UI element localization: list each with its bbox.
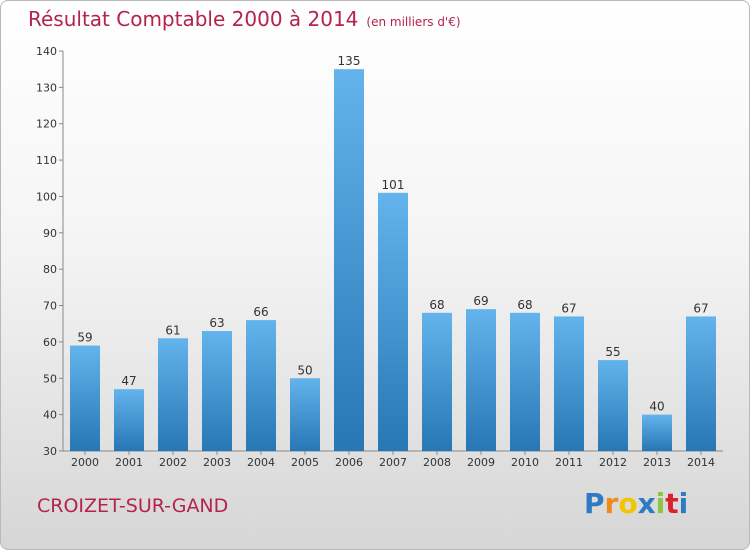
bar <box>334 69 364 451</box>
data-label: 59 <box>77 331 92 345</box>
x-tick-label: 2003 <box>203 456 231 469</box>
x-tick-label: 2013 <box>643 456 671 469</box>
bar <box>510 312 540 451</box>
x-tick-label: 2010 <box>511 456 539 469</box>
logo-letter: o <box>618 487 638 520</box>
bar <box>554 316 584 451</box>
bar <box>290 378 320 451</box>
bar <box>114 389 144 451</box>
y-tick-label: 110 <box>36 154 57 167</box>
x-tick-label: 2011 <box>555 456 583 469</box>
logo-letter: t <box>665 487 679 520</box>
data-label: 69 <box>473 294 488 308</box>
x-tick-label: 2012 <box>599 456 627 469</box>
bar <box>598 360 628 451</box>
y-tick-label: 60 <box>43 336 57 349</box>
y-tick-label: 130 <box>36 81 57 94</box>
y-tick-label: 50 <box>43 372 57 385</box>
bar <box>686 316 716 451</box>
data-label: 68 <box>429 298 444 312</box>
x-tick-label: 2004 <box>247 456 275 469</box>
x-tick-label: 2014 <box>687 456 715 469</box>
logo-letter: i <box>655 487 666 520</box>
x-tick-label: 2006 <box>335 456 363 469</box>
y-tick-label: 70 <box>43 300 57 313</box>
x-axis: 2000 2001 2002 2003 2004 2005 2006 2007 2008 2009… <box>63 450 723 469</box>
logo-letter: i <box>678 487 689 520</box>
y-tick-label: 90 <box>43 227 57 240</box>
y-tick-label: 140 <box>36 45 57 58</box>
data-label: 67 <box>561 301 576 315</box>
bar <box>158 338 188 451</box>
data-label: 40 <box>649 400 664 414</box>
bar <box>202 331 232 451</box>
data-label: 63 <box>209 316 224 330</box>
place-name: CROIZET-SUR-GAND <box>37 495 229 517</box>
data-label: 61 <box>165 323 180 337</box>
bar <box>642 414 672 451</box>
chart-title: Résultat Comptable 2000 à 2014 <box>28 7 359 31</box>
bars <box>70 69 716 451</box>
bar <box>246 320 276 451</box>
chart-subtitle: (en milliers d'€) <box>366 15 461 29</box>
x-tick-label: 2005 <box>291 456 319 469</box>
title-block: Résultat Comptable 2000 à 2014 (en millie… <box>28 7 461 31</box>
bar <box>378 192 408 451</box>
data-labels: 59 47 61 63 66 50 135 101 68 69 68 67 55 40 67 <box>77 54 708 413</box>
data-label: 55 <box>605 345 620 359</box>
y-tick-label: 40 <box>43 409 57 422</box>
x-tick-label: 2002 <box>159 456 187 469</box>
bar <box>466 309 496 451</box>
x-tick-label: 2007 <box>379 456 407 469</box>
y-tick-label: 30 <box>43 445 57 458</box>
x-tick-label: 2009 <box>467 456 495 469</box>
data-label: 101 <box>382 178 405 192</box>
proxiti-logo[interactable]: Proxiti <box>584 487 688 520</box>
logo-letter: x <box>637 487 656 520</box>
data-label: 68 <box>517 298 532 312</box>
data-label: 47 <box>121 374 136 388</box>
data-label: 66 <box>253 305 268 319</box>
y-axis: 30 40 50 60 70 80 90 100 110 120 130 140 <box>36 45 64 458</box>
data-label: 67 <box>693 301 708 315</box>
y-tick-label: 80 <box>43 263 57 276</box>
x-tick-label: 2001 <box>115 456 143 469</box>
data-label: 135 <box>338 54 361 68</box>
x-tick-label: 2008 <box>423 456 451 469</box>
logo-letter: r <box>604 487 619 520</box>
logo-letter: P <box>584 487 605 520</box>
y-tick-label: 120 <box>36 118 57 131</box>
bar <box>422 312 452 451</box>
bar <box>70 345 100 451</box>
x-tick-label: 2000 <box>71 456 99 469</box>
y-tick-label: 100 <box>36 190 57 203</box>
data-label: 50 <box>297 363 312 377</box>
